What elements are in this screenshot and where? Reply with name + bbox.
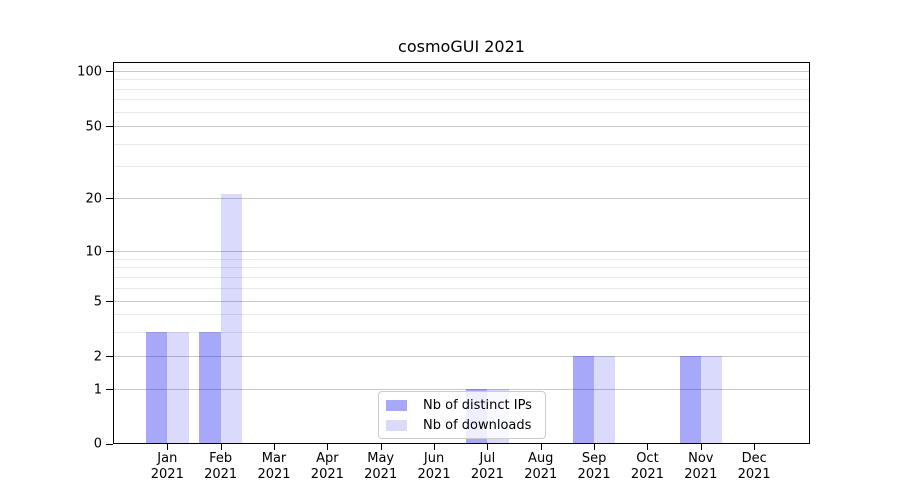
x-tick-mark	[540, 444, 542, 450]
bar-downloads-sep	[594, 356, 616, 444]
legend: Nb of distinct IPs Nb of downloads	[378, 391, 546, 439]
x-tick-mark	[487, 444, 489, 450]
x-tick-label: Aug 2021	[524, 451, 558, 482]
minor-gridline	[114, 166, 809, 168]
major-gridline	[114, 389, 809, 391]
x-tick-mark	[594, 444, 596, 450]
major-gridline	[114, 198, 809, 200]
minor-gridline	[114, 314, 809, 316]
y-tick-label: 5	[93, 294, 102, 309]
y-tick-label: 2	[93, 349, 102, 364]
x-tick-label: Jun 2021	[417, 451, 451, 482]
bar-distinct-ips-nov	[679, 356, 701, 444]
minor-gridline	[114, 79, 809, 81]
x-tick-label: May 2021	[364, 451, 398, 482]
x-tick-mark	[167, 444, 169, 450]
y-tick-label: 20	[85, 191, 102, 207]
y-tick-label: 1	[93, 382, 102, 398]
bar-distinct-ips-feb	[199, 331, 221, 444]
x-tick-label: Jul 2021	[470, 451, 504, 482]
x-tick-mark	[380, 444, 382, 450]
bar-downloads-nov	[700, 356, 723, 444]
y-tick-label: 10	[85, 244, 102, 259]
minor-gridline	[114, 331, 809, 333]
chart-title: cosmoGUI 2021	[398, 37, 525, 56]
y-tick-mark	[106, 443, 113, 445]
y-tick-mark	[106, 126, 113, 127]
y-tick-mark	[106, 71, 113, 72]
major-gridline	[114, 301, 809, 302]
y-tick-label: 100	[77, 64, 102, 79]
x-tick-label: Dec 2021	[737, 451, 771, 482]
x-tick-label: Feb 2021	[204, 451, 238, 482]
legend-swatch-downloads-icon	[386, 419, 407, 431]
x-tick-mark	[754, 444, 756, 450]
major-gridline	[114, 251, 809, 252]
y-tick-label: 0	[93, 436, 102, 452]
major-gridline	[114, 71, 809, 72]
x-tick-label: Sep 2021	[577, 451, 611, 482]
minor-gridline	[114, 143, 809, 145]
x-tick-label: Jan 2021	[150, 451, 184, 482]
y-tick-mark	[106, 251, 113, 252]
legend-entry-distinct-ips: Nb of distinct IPs	[386, 398, 545, 413]
x-tick-mark	[220, 444, 222, 450]
y-tick-mark	[106, 389, 113, 391]
minor-gridline	[114, 99, 809, 101]
minor-gridline	[114, 258, 809, 260]
minor-gridline	[114, 88, 809, 90]
x-tick-mark	[434, 444, 436, 450]
major-gridline	[114, 126, 809, 127]
major-gridline	[114, 356, 809, 357]
x-tick-label: Oct 2021	[630, 451, 664, 482]
x-tick-label: Mar 2021	[257, 451, 291, 482]
minor-gridline	[114, 111, 809, 113]
bar-downloads-feb	[220, 194, 242, 444]
legend-label-downloads: Nb of downloads	[423, 417, 532, 433]
legend-label-distinct-ips: Nb of distinct IPs	[423, 397, 532, 413]
minor-gridline	[114, 276, 809, 278]
bar-distinct-ips-jan	[146, 331, 168, 444]
y-tick-label: 50	[85, 119, 102, 134]
bar-downloads-jan	[167, 331, 189, 444]
x-tick-mark	[327, 444, 329, 450]
legend-swatch-distinct-ips-icon	[386, 399, 407, 411]
x-tick-mark	[274, 444, 275, 450]
x-tick-mark	[647, 444, 649, 450]
x-tick-label: Apr 2021	[310, 451, 344, 482]
bar-distinct-ips-sep	[572, 356, 595, 444]
minor-gridline	[114, 267, 809, 269]
y-tick-mark	[106, 198, 113, 200]
x-tick-mark	[700, 444, 702, 450]
x-tick-label: Nov 2021	[684, 451, 718, 482]
y-tick-mark	[106, 356, 113, 357]
minor-gridline	[114, 287, 809, 289]
y-tick-mark	[106, 301, 113, 302]
legend-entry-downloads: Nb of downloads	[386, 418, 545, 433]
